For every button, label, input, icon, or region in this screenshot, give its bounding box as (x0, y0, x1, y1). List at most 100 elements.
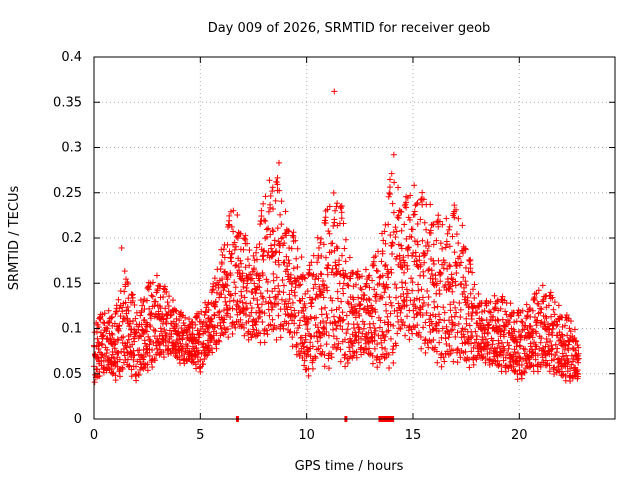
data-point (301, 362, 308, 369)
data-point (153, 345, 160, 352)
data-point (162, 337, 169, 344)
data-point (502, 368, 509, 375)
data-point (394, 313, 401, 320)
data-point (453, 309, 460, 316)
data-point (253, 287, 260, 294)
data-point (246, 313, 253, 320)
data-point (281, 240, 288, 247)
data-point (408, 275, 415, 282)
data-point (487, 309, 494, 316)
data-point (267, 201, 274, 208)
data-point (322, 304, 329, 311)
data-point (338, 215, 345, 222)
data-point (344, 359, 351, 366)
data-point (455, 215, 462, 222)
data-point (456, 262, 463, 269)
data-point (398, 227, 405, 234)
data-point (319, 348, 326, 355)
data-point (443, 215, 450, 222)
data-point (296, 282, 303, 289)
data-point (374, 364, 381, 371)
data-point (332, 207, 339, 214)
data-point (434, 359, 441, 366)
data-point (474, 309, 481, 316)
data-point (555, 302, 562, 309)
data-point (109, 331, 116, 338)
data-point (431, 298, 438, 305)
data-point (144, 297, 151, 304)
data-point (293, 329, 300, 336)
data-point (379, 344, 386, 351)
data-point (329, 297, 336, 304)
data-point (253, 244, 260, 251)
data-point (225, 288, 232, 295)
y-tick-label: 0.05 (53, 367, 82, 382)
data-point (382, 261, 389, 268)
data-point (481, 307, 488, 314)
data-point (457, 306, 464, 313)
data-point (302, 290, 309, 297)
y-tick-label: 0 (74, 412, 82, 427)
data-point (298, 334, 305, 341)
data-point (269, 304, 276, 311)
data-point (368, 313, 375, 320)
data-point (275, 291, 282, 298)
data-point (245, 328, 252, 335)
data-point (565, 341, 572, 348)
data-point (385, 274, 392, 281)
data-point (124, 304, 131, 311)
data-point (141, 354, 148, 361)
data-point (100, 357, 107, 364)
data-point (244, 240, 251, 247)
data-point (275, 312, 282, 319)
data-point (389, 250, 396, 257)
data-point (278, 296, 285, 303)
data-point (116, 322, 123, 329)
data-point (140, 365, 147, 372)
data-point (491, 292, 498, 299)
data-point (328, 307, 335, 314)
data-point (401, 221, 408, 228)
data-point (146, 352, 153, 359)
data-point (265, 208, 272, 215)
data-point (270, 228, 277, 235)
data-point (302, 304, 309, 311)
data-point (288, 245, 295, 252)
data-point (371, 325, 378, 332)
data-point (384, 313, 391, 320)
data-point (406, 336, 413, 343)
data-point (158, 328, 165, 335)
data-point (155, 310, 162, 317)
data-point (164, 299, 171, 306)
data-point (236, 309, 243, 316)
data-point (333, 335, 340, 342)
data-point (117, 287, 124, 294)
data-point (228, 323, 235, 330)
data-point (422, 349, 429, 356)
data-point (212, 341, 219, 348)
data-point (318, 235, 325, 242)
data-point (284, 306, 291, 313)
data-point (409, 226, 416, 233)
data-point (369, 360, 376, 367)
data-point (527, 363, 534, 370)
data-point (260, 295, 267, 302)
data-point (240, 246, 247, 253)
data-point (326, 230, 333, 237)
data-point (270, 205, 277, 212)
data-point (219, 275, 226, 282)
data-point (445, 226, 452, 233)
data-point (259, 253, 266, 260)
data-point (116, 305, 123, 312)
data-point (264, 331, 271, 338)
data-point (336, 314, 343, 321)
data-point (253, 249, 260, 256)
data-point (326, 203, 333, 210)
data-point (402, 280, 409, 287)
data-point (115, 296, 122, 303)
data-point (455, 240, 462, 247)
data-point (242, 264, 249, 271)
data-point (216, 338, 223, 345)
data-point (166, 327, 173, 334)
data-point (339, 317, 346, 324)
